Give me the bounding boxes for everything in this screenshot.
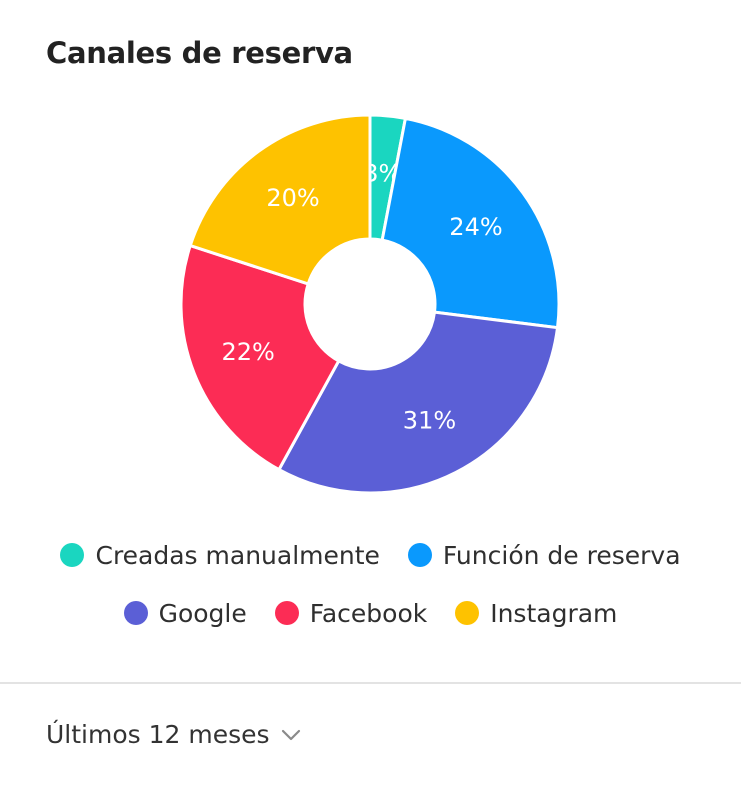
divider	[0, 682, 741, 684]
chevron-down-icon	[281, 729, 300, 740]
legend-color-dot	[123, 601, 148, 625]
slice-data-label: 22%	[222, 338, 275, 366]
legend-color-dot	[274, 601, 299, 625]
legend-label: Función de reserva	[442, 540, 681, 570]
legend-label: Instagram	[490, 598, 618, 628]
legend-label: Google	[158, 598, 247, 628]
legend-item-facebook[interactable]: Facebook	[274, 598, 428, 628]
legend-label: Facebook	[309, 598, 428, 628]
legend-row: Google Facebook Instagram	[0, 588, 741, 638]
pie-slice-instagram[interactable]	[188, 113, 372, 286]
pie-slice-facebook[interactable]	[179, 243, 341, 472]
slice-data-label: 20%	[266, 184, 319, 212]
donut-chart: 3% 24% 31% 22% 20%	[179, 113, 561, 495]
legend-color-dot	[455, 601, 480, 625]
period-dropdown[interactable]: Últimos 12 meses	[46, 720, 302, 749]
pie-slice-funci-n-de-reserva[interactable]	[380, 116, 561, 330]
legend-item-google[interactable]: Google	[123, 598, 247, 628]
legend-item-instagram[interactable]: Instagram	[455, 599, 617, 628]
legend-item-creadas-manualmente[interactable]: Creadas manualmente	[60, 540, 380, 570]
slice-data-label: 24%	[449, 213, 502, 241]
donut-chart-svg: 3%24%31%22%20%	[179, 113, 561, 495]
legend-color-dot	[60, 543, 85, 567]
slice-data-label: 31%	[403, 407, 456, 435]
legend-color-dot	[407, 543, 432, 567]
legend-label: Creadas manualmente	[95, 540, 380, 570]
legend-row: Creadas manualmente Función de reserva	[0, 530, 741, 580]
period-label: Últimos 12 meses	[46, 720, 270, 749]
chart-title: Canales de reserva	[46, 36, 353, 70]
chart-legend: Creadas manualmente Función de reserva Goo…	[0, 530, 741, 646]
pie-slice-google[interactable]	[276, 310, 560, 495]
legend-item-funci-n-de-reserva[interactable]: Función de reserva	[407, 540, 681, 570]
